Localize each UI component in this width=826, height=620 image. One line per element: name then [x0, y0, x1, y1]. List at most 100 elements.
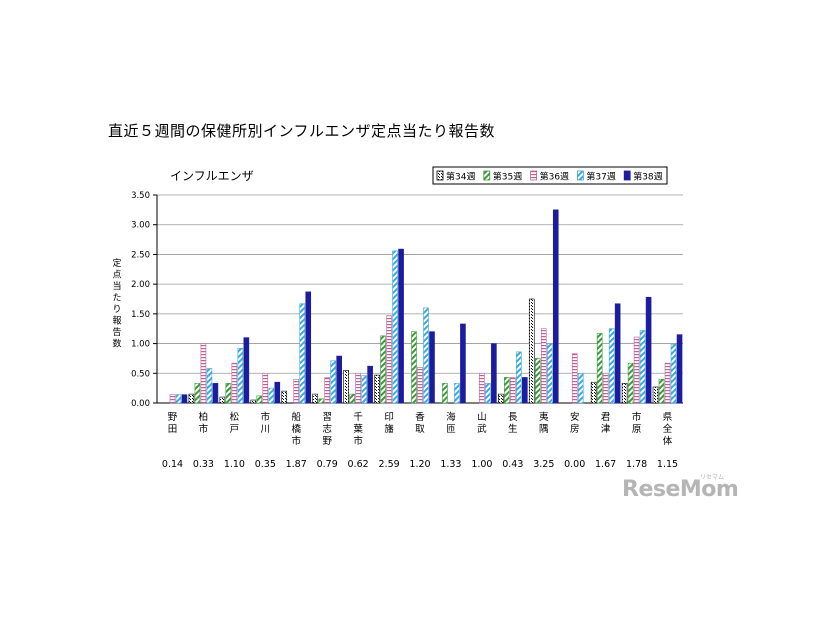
category-label-char: 市 — [353, 435, 363, 447]
category-label-char: 房 — [570, 423, 580, 435]
bar-第34週 — [652, 386, 659, 404]
y-tick-label: 1.00 — [131, 340, 150, 350]
category-label-char: 船 — [291, 411, 301, 423]
legend-swatch — [623, 170, 631, 181]
category-label-char: 田 — [168, 424, 178, 435]
bar-第35週 — [596, 333, 603, 404]
bar-第35週 — [658, 378, 665, 404]
bar-第37週 — [577, 372, 584, 404]
bar-第37週 — [423, 307, 429, 404]
y-tick-label: 2.50 — [131, 250, 150, 260]
bar-第36週 — [479, 372, 485, 404]
page-title: 直近５週間の保健所別インフルエンザ定点当たり報告数 — [108, 122, 496, 140]
bar-第36週 — [540, 328, 547, 404]
bottom-value-label: 0.33 — [193, 459, 214, 470]
legend-label: 第38週 — [633, 171, 662, 183]
bar-第38週 — [305, 291, 312, 404]
bottom-value-label: 2.59 — [379, 459, 400, 470]
legend-label: 第37週 — [586, 171, 615, 183]
y-axis-label-char: 数 — [112, 338, 121, 350]
bar-第37週 — [392, 250, 398, 404]
bottom-value-label: 1.15 — [657, 459, 678, 470]
category-label-char: 君 — [601, 412, 611, 423]
bottom-value-label: 0.43 — [502, 459, 523, 470]
legend-swatch — [436, 170, 444, 181]
bar-第37週 — [608, 328, 615, 404]
bar-第34週 — [528, 298, 535, 404]
legend-label: 第34週 — [446, 171, 475, 183]
category-label-char: 野 — [322, 436, 332, 447]
bar-第34週 — [281, 390, 288, 404]
bar-第34週 — [498, 393, 504, 404]
category-label-char: 橋 — [291, 423, 301, 435]
bar-第38週 — [181, 394, 188, 404]
y-tick-label: 3.00 — [131, 221, 150, 231]
category-label-char: 原 — [632, 424, 642, 435]
category-label-char: 松 — [230, 411, 240, 423]
category-label-char: 武 — [477, 423, 487, 435]
bar-第36週 — [324, 377, 330, 404]
legend-swatch — [483, 170, 491, 181]
y-tick-label: 3.50 — [131, 191, 150, 201]
bar-第37週 — [206, 368, 213, 404]
category-label-char: 戸 — [230, 424, 240, 435]
category-label-char: 体 — [663, 435, 673, 447]
y-tick-label: 2.00 — [131, 280, 150, 290]
bar-第35週 — [194, 383, 201, 404]
bar-第37週 — [268, 387, 275, 404]
bar-第37週 — [299, 303, 306, 404]
category-label-char: 取 — [415, 424, 425, 435]
bottom-value-label: 1.00 — [471, 459, 492, 470]
bar-第34週 — [250, 399, 257, 404]
bar-第37週 — [330, 360, 336, 404]
bar-第34週 — [343, 370, 349, 404]
category-label-char: 志 — [322, 423, 332, 435]
bar-第38週 — [645, 296, 652, 404]
bar-第36週 — [293, 378, 300, 404]
bar-第36週 — [386, 315, 392, 404]
bar-第38週 — [522, 377, 528, 404]
bar-第37週 — [670, 343, 677, 404]
bar-第37週 — [639, 330, 646, 404]
bar-第35週 — [442, 383, 448, 404]
bar-第35週 — [349, 393, 355, 404]
watermark-kana: リセマム — [700, 474, 725, 481]
bar-第34週 — [219, 396, 226, 404]
y-axis-label-char: 点 — [112, 270, 121, 281]
category-label-char: 市 — [291, 435, 301, 447]
category-label-char: 柏 — [199, 411, 209, 423]
category-label-char: 香 — [415, 412, 425, 423]
category-label-char: 市 — [199, 423, 209, 435]
y-axis-label-char: り — [112, 304, 121, 315]
bar-第36週 — [231, 362, 238, 404]
bar-第38週 — [491, 343, 497, 404]
bottom-value-label: 0.79 — [317, 459, 338, 470]
bar-第37週 — [361, 375, 367, 404]
bar-第36週 — [510, 377, 516, 404]
bottom-value-label: 0.62 — [348, 459, 369, 470]
bar-第38週 — [367, 365, 373, 404]
legend-label: 第36週 — [540, 171, 569, 183]
category-label-char: 習 — [322, 412, 332, 423]
category-label-char: 市 — [261, 411, 271, 423]
bar-第36週 — [602, 372, 609, 404]
bar-第35週 — [318, 398, 324, 404]
bar-第38週 — [614, 303, 621, 404]
bar-第34週 — [621, 383, 628, 404]
bar-第38週 — [243, 337, 250, 404]
bar-第38週 — [336, 355, 342, 404]
bar-第38週 — [676, 334, 683, 404]
category-label-char: 野 — [168, 412, 178, 423]
category-label-char: 全 — [663, 423, 673, 435]
category-label-char: 千 — [353, 412, 363, 423]
bar-第36週 — [633, 336, 640, 404]
bar-第37週 — [175, 394, 182, 404]
legend-box — [432, 166, 668, 185]
bar-第38週 — [212, 383, 219, 404]
y-tick-label: 0.50 — [131, 369, 150, 379]
bar-第34週 — [374, 374, 380, 404]
bar-第37週 — [237, 348, 244, 404]
y-axis-label-char: 告 — [112, 326, 121, 338]
bar-第37週 — [454, 383, 460, 404]
